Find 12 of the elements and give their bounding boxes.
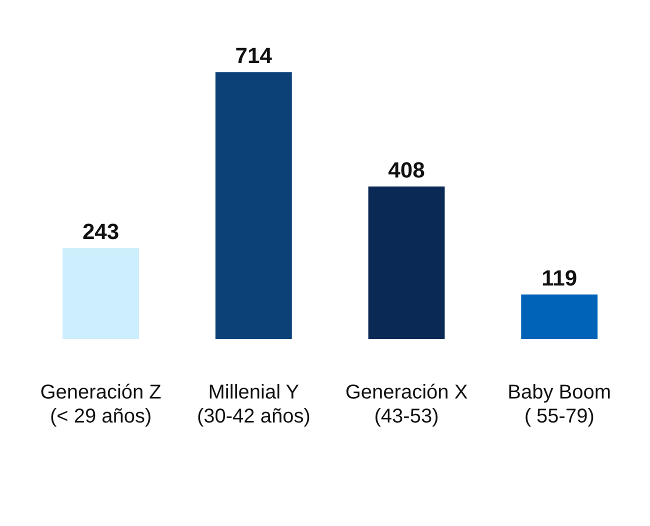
- data-label: 408: [388, 158, 425, 183]
- x-tick-label: Millenial Y (30-42 años): [196, 382, 310, 428]
- bar: [62, 248, 140, 339]
- data-label: 714: [235, 43, 273, 68]
- x-tick-label: Generación X (43-53): [345, 382, 468, 428]
- bar: [215, 72, 292, 339]
- x-tick-label: Generación Z (< 29 años): [40, 382, 162, 428]
- data-label: 119: [542, 266, 578, 291]
- data-label: 243: [82, 219, 120, 244]
- x-tick-label: Baby Boom ( 55-79): [508, 382, 612, 428]
- bar: [368, 186, 445, 339]
- bar: [521, 294, 598, 339]
